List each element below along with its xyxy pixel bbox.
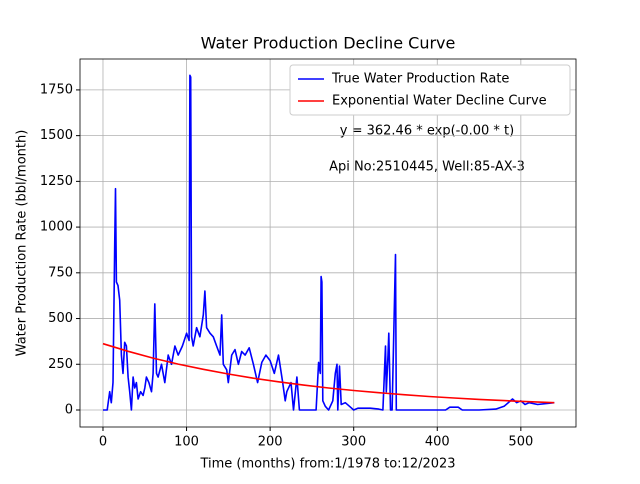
plot-frame	[79, 58, 577, 428]
annotation: y = 362.46 * exp(-0.00 * t)	[340, 124, 514, 139]
x-tick-label: 100	[174, 435, 199, 450]
y-tick-label: 1500	[40, 128, 73, 143]
y-tick-label: 1000	[40, 220, 73, 235]
chart-title: Water Production Decline Curve	[201, 34, 456, 53]
x-tick-label: 300	[341, 435, 366, 450]
legend-box	[289, 64, 571, 116]
line	[103, 74, 555, 411]
legend-label: True Water Production Rate	[331, 72, 509, 87]
x-tick-label: 400	[425, 435, 450, 450]
x-tick-label: 0	[99, 435, 107, 450]
y-tick-label: 1750	[40, 82, 73, 97]
annotation: Api No:2510445, Well:85-AX-3	[329, 160, 525, 175]
x-tick-label: 500	[508, 435, 533, 450]
line	[102, 342, 555, 404]
legend-label: Exponential Water Decline Curve	[332, 94, 547, 109]
y-tick-label: 1250	[40, 174, 73, 189]
x-tick-label: 200	[258, 435, 283, 450]
y-axis-label: Water Production Rate (bbl/month)	[15, 130, 30, 357]
y-tick-label: 500	[48, 311, 73, 326]
y-tick-label: 0	[65, 402, 73, 417]
y-tick-label: 750	[48, 265, 73, 280]
x-axis-label: Time (months) from:1/1978 to:12/2023	[199, 457, 455, 472]
y-tick-label: 250	[48, 357, 73, 372]
